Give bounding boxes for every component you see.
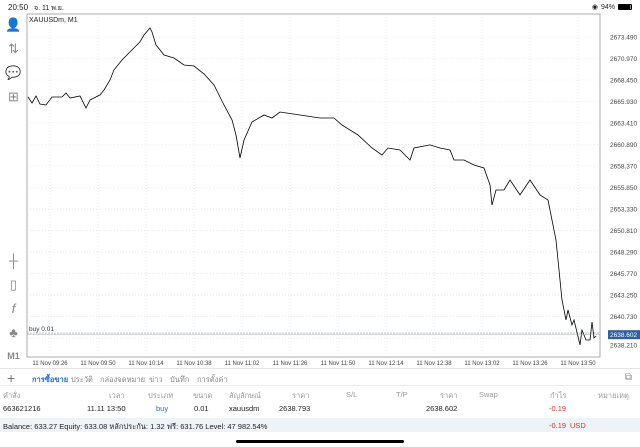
clock: 20:50 [8, 3, 29, 12]
order-profit: -0.19 [549, 404, 567, 413]
layout-icon[interactable]: ⧉ [624, 372, 632, 383]
order-id: 663621216 [3, 404, 41, 413]
x-tick-label: 11 Nov 11:26 [273, 361, 308, 367]
col-type: ประเภท [148, 391, 174, 400]
col-sl: S/L [346, 390, 358, 399]
y-tick-label: 2643.250 [610, 293, 637, 300]
tab-mailbox[interactable]: กล่องจดหมาย [100, 375, 146, 384]
order-current-price: 2638.602 [426, 404, 458, 413]
tab-journal[interactable]: บันทึก [170, 375, 190, 384]
y-tick-label: 2650.810 [610, 228, 637, 235]
x-tick-label: 11 Nov 12:14 [368, 361, 404, 367]
balance-bar: Balance: 633.27 Equity: 633.08 หลักประกั… [0, 418, 640, 432]
col-order: คำสั่ง [3, 391, 21, 400]
home-indicator [236, 440, 404, 443]
add-icon[interactable]: + [7, 370, 16, 386]
y-tick-label: 2655.850 [610, 185, 637, 192]
x-tick-label: 11 Nov 13:02 [464, 361, 500, 367]
tab-news[interactable]: ข่าว [149, 375, 163, 384]
timeframe-button[interactable]: M1 [7, 351, 20, 361]
wifi-icon: ◉ [591, 4, 598, 11]
y-tick-label: 2638.210 [610, 343, 637, 350]
y-tick-label: 2665.930 [610, 99, 637, 106]
symbol-label: XAUUSDm, M1 [29, 17, 78, 24]
x-tick-label: 11 Nov 11:02 [225, 361, 260, 367]
order-time: 11.11 13:50 [87, 404, 126, 413]
order-size: 0.01 [194, 404, 209, 413]
plot-area [26, 13, 601, 358]
x-tick-label: 11 Nov 11:50 [321, 361, 356, 367]
y-tick-label: 2645.770 [610, 271, 637, 278]
chat-icon[interactable]: 💬 [5, 65, 22, 80]
date: จ. 11 พ.ย. [34, 5, 64, 12]
crosshair-icon[interactable]: ┼ [8, 253, 19, 268]
terminal-tabs: + การซื้อขาย ประวัติ กล่องจดหมาย ข่าว บั… [0, 368, 640, 386]
bid-price-label: 2638.602 [610, 332, 637, 339]
col-price: ราคา [440, 391, 458, 400]
battery-percent: 94% [600, 3, 615, 11]
y-tick-label: 2640.730 [610, 314, 637, 321]
y-tick-label: 2673.490 [610, 35, 637, 42]
col-comment: หมายเหตุ [598, 391, 629, 400]
x-tick-label: 11 Nov 13:50 [560, 361, 596, 367]
trade-icon[interactable]: ⇅ [8, 41, 19, 56]
x-tick-label: 11 Nov 10:14 [128, 361, 164, 367]
col-open-price: ราคา [292, 391, 310, 400]
x-tick-label: 11 Nov 12:38 [416, 361, 452, 367]
order-symbol: xauusdm [229, 404, 260, 413]
y-tick-label: 2670.970 [610, 56, 637, 63]
y-tick-label: 2653.330 [610, 207, 637, 214]
battery-icon [618, 4, 632, 10]
tab-settings[interactable]: การตั้งค่า [197, 375, 228, 384]
col-time: เวลา [109, 391, 125, 400]
col-symbol: สัญลักษณ์ [229, 391, 262, 400]
tab-trade[interactable]: การซื้อขาย [32, 375, 69, 384]
objects-icon[interactable]: ♣ [9, 325, 18, 340]
y-tick-label: 2648.290 [610, 250, 637, 257]
col-swap: Swap [479, 390, 498, 399]
col-size: ขนาด [193, 391, 213, 400]
col-tp: T/P [396, 390, 408, 399]
indicator-icon[interactable]: f [11, 301, 16, 316]
position-label: buy 0.01 [29, 326, 54, 333]
total-profit: -0.19 [549, 421, 567, 430]
y-tick-label: 2660.890 [610, 142, 637, 149]
new-order-icon[interactable]: ⊞ [8, 89, 19, 104]
currency: USD [570, 421, 586, 430]
y-tick-label: 2658.370 [610, 164, 637, 171]
order-type: buy [156, 404, 169, 413]
bid-price-box [608, 330, 640, 340]
x-tick-label: 11 Nov 09:50 [80, 361, 116, 367]
price-line [27, 27, 597, 345]
chart-toolbar: 👤 ⇅ 💬 ⊞ ┼ ▯ f ♣ M1 [0, 14, 27, 368]
tab-history[interactable]: ประวัติ [71, 375, 93, 384]
x-tick-label: 11 Nov 10:38 [176, 361, 212, 367]
x-tick-label: 11 Nov 13:26 [512, 361, 548, 367]
candles-icon[interactable]: ▯ [9, 277, 18, 292]
x-tick-label: 11 Nov 09:26 [32, 361, 68, 367]
status-bar: 20:50 จ. 11 พ.ย. ◉ 94% [0, 0, 640, 14]
col-profit: กำไร [550, 391, 567, 400]
order-open-price: 2638.793 [279, 404, 311, 413]
y-tick-label: 2663.410 [610, 121, 637, 128]
price-chart[interactable]: 2673.490 2670.970 2668.450 2665.930 2663.410… [0, 0, 640, 368]
balance-text: Balance: 633.27 Equity: 633.08 หลักประกั… [3, 422, 268, 431]
y-tick-label: 2668.450 [610, 78, 637, 85]
account-icon[interactable]: 👤 [5, 17, 22, 32]
